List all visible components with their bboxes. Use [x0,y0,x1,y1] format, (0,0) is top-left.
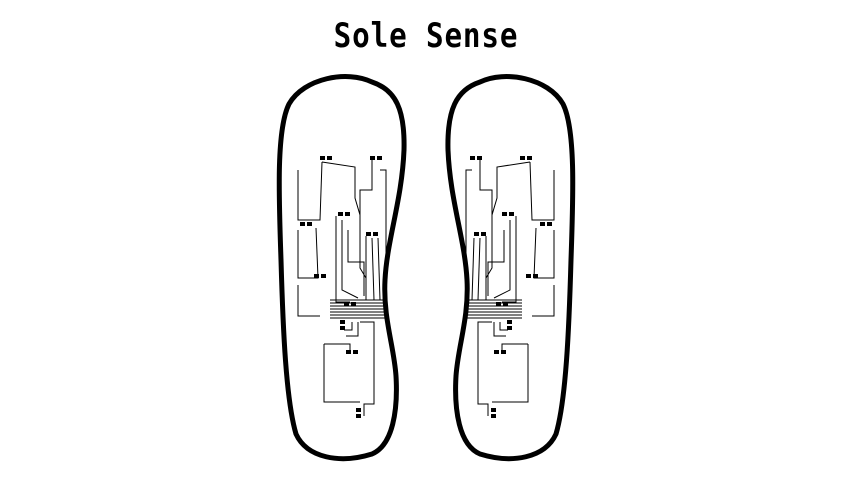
sensor-pad [496,302,501,306]
sensor-pad [370,156,375,160]
right-sensor-circuit [465,156,555,418]
sensor-pad [533,274,538,278]
sensor-pad [340,326,345,330]
sensor-pad [491,414,496,418]
sensor-pad [300,222,305,226]
sensor-pad [314,274,319,278]
circuit-trace [532,285,555,317]
sensor-pad [474,232,479,236]
sensor-pad [477,156,482,160]
sensor-pad [520,156,525,160]
page-title: Sole Sense [333,16,519,56]
circuit-trace [479,160,493,279]
left-sole-outline [276,74,407,462]
circuit-trace [477,237,481,301]
circuit-trace [297,161,323,221]
circuit-trace [344,322,353,331]
circuit-trace [360,321,375,416]
circuit-trace [493,322,506,337]
circuit-trace [471,237,475,301]
circuit-trace [477,321,492,416]
circuit-trace [341,220,359,299]
sensor-pad [340,320,345,324]
right-sole [445,74,576,462]
sensor-pad [344,302,349,306]
left-sensor-circuit [297,156,387,418]
circuit-trace [377,237,381,301]
sensor-pad [327,156,332,160]
circuit-trace [297,285,320,317]
circuit-trace [529,161,555,221]
circuit-trace [347,230,365,296]
sensor-pad [503,302,508,306]
sensor-pad [356,414,361,418]
sensor-pad [320,156,325,160]
sensor-pad [491,408,496,412]
circuit-trace [493,220,511,299]
sensor-pad [351,302,356,306]
sensor-pad [502,212,507,216]
circuit-trace [491,161,531,238]
circuit-trace [359,160,373,279]
circuit-trace [487,230,505,296]
sensor-pad [540,222,545,226]
sensor-pad [481,232,486,236]
sensor-pad [494,350,499,354]
right-sole-outline [445,74,576,462]
sensor-pad [547,222,552,226]
sensor-pad [338,212,343,216]
circuit-trace [371,237,375,301]
circuit-trace [321,161,361,238]
circuit-trace [492,344,529,403]
sensor-pad [509,212,514,216]
circuit-trace [380,169,387,300]
sensor-pad [373,232,378,236]
sensor-pad [377,156,382,160]
sensor-pad [307,222,312,226]
sensor-pad [321,274,326,278]
sensor-pad [470,156,475,160]
circuit-trace [346,322,359,337]
sensor-pad [346,350,351,354]
left-sole [276,74,407,462]
sensor-pad [526,274,531,278]
sensor-pad [501,350,506,354]
circuit-trace [499,322,508,331]
sensor-pad [356,408,361,412]
sensor-pad [345,212,350,216]
sensor-pad [527,156,532,160]
sensor-pad [507,320,512,324]
circuit-trace [465,169,472,300]
sensor-pad [366,232,371,236]
circuit-trace [533,227,555,279]
sensor-pad [353,350,358,354]
sensor-pad [507,326,512,330]
circuit-trace [323,344,360,403]
circuit-trace [297,227,319,279]
